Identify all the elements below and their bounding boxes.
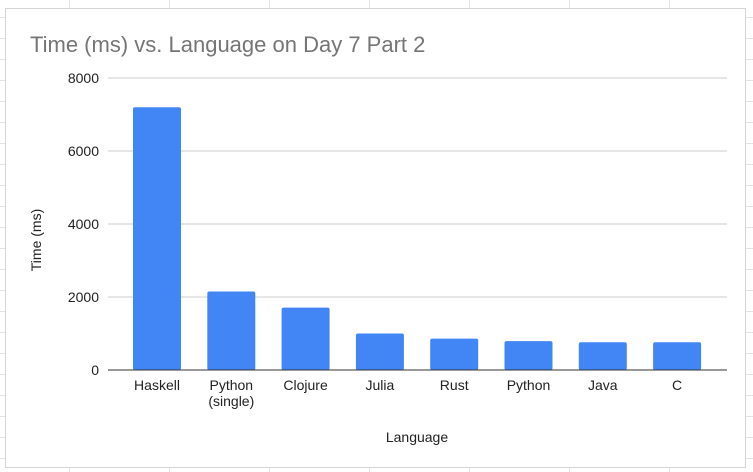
chart-title: Time (ms) vs. Language on Day 7 Part 2 <box>30 32 425 57</box>
bar[interactable] <box>653 342 702 370</box>
x-tick-label: Java <box>588 377 618 393</box>
bar[interactable] <box>430 338 479 370</box>
x-tick-label: C <box>672 377 682 393</box>
bars <box>133 107 702 371</box>
x-tick-label: Haskell <box>134 377 180 393</box>
y-axis-label: Time (ms) <box>28 209 44 271</box>
x-tick-label: Rust <box>440 377 469 393</box>
x-axis-ticks: Haskell Python (single) Clojure Julia Rust Pyt… <box>134 377 682 409</box>
x-tick-label: Clojure <box>283 377 328 393</box>
bar[interactable] <box>578 342 627 370</box>
bar[interactable] <box>355 333 404 371</box>
x-tick-label: Python <box>507 377 551 393</box>
y-tick-label: 2000 <box>68 289 99 305</box>
bar[interactable] <box>207 291 256 370</box>
y-tick-label: 4000 <box>68 216 99 232</box>
y-axis-ticks: 0 2000 4000 6000 8000 <box>68 70 99 378</box>
x-axis-label: Language <box>386 429 449 445</box>
x-tick-label: Python (single) <box>208 377 254 409</box>
bar[interactable] <box>133 107 181 370</box>
x-tick-label: Julia <box>366 377 395 393</box>
y-tick-label: 0 <box>91 362 99 378</box>
y-tick-label: 6000 <box>68 143 99 159</box>
bar[interactable] <box>281 307 330 370</box>
bar[interactable] <box>504 341 553 370</box>
y-tick-label: 8000 <box>68 70 99 86</box>
gridlines <box>108 77 727 298</box>
chart-container[interactable] <box>5 8 746 468</box>
